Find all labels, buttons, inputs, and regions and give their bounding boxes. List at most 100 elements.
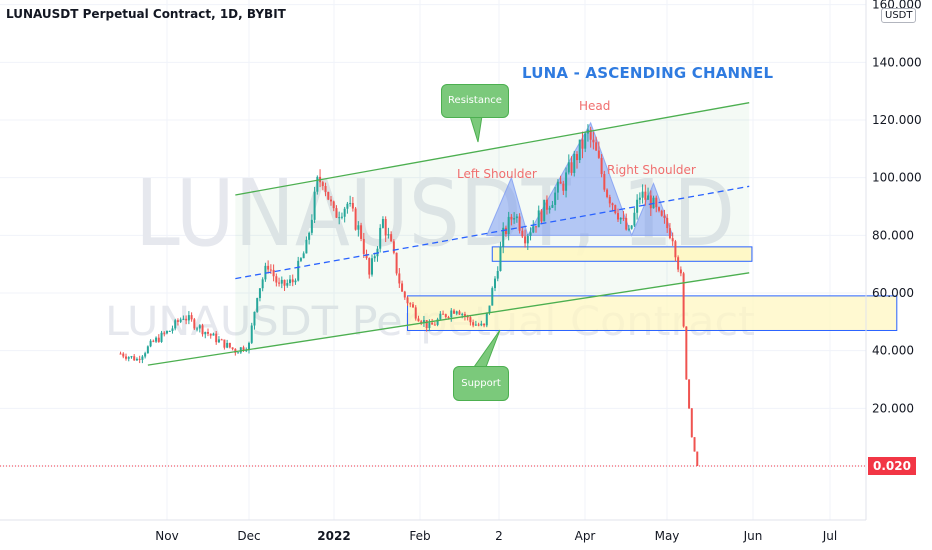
candle-body [545,199,548,210]
time-axis[interactable]: Nov Dec 2022 Feb 2 Apr May Jun Jul [155,529,837,543]
candle-body [267,265,270,270]
head-label: Head [579,99,610,113]
channel-midline[interactable] [235,185,750,280]
support-callout[interactable]: Support [453,366,509,401]
candle-body [526,235,529,244]
price-tick-label: 60.000 [872,286,914,300]
candle-body [502,227,505,247]
candle-body [401,283,404,292]
candle-body [390,234,393,242]
candle-body [551,204,554,208]
candle-body [461,314,464,316]
candle-body [431,322,434,325]
candle-body [310,219,313,233]
candle-body [155,337,158,342]
candle-body [332,201,335,209]
candle-body [182,318,185,320]
candle-body [387,234,390,236]
candle-body [185,318,188,321]
candle-body [289,279,291,284]
candle-body [308,232,311,240]
candle-body [280,279,283,284]
candle-body [343,208,346,217]
candle-body [442,313,445,315]
candle-body [480,323,483,326]
candle-body [321,182,324,187]
candle-body [122,353,125,357]
candle-body [622,217,625,219]
candle-body [362,238,365,254]
candle-body [682,273,685,327]
candle-body [554,192,557,205]
price-tick-label: 120.000 [872,113,922,127]
candle-body [144,353,147,357]
neckline-zone[interactable] [491,246,753,262]
candle-body [666,217,669,229]
candle-body [641,191,644,198]
price-unit-badge[interactable]: USDT [881,8,917,23]
candle-body [619,217,622,220]
candle-body [242,347,245,351]
candle-body [630,225,633,229]
candle-body [567,162,570,173]
time-tick-label: Jun [743,529,763,543]
candle-body [228,342,231,348]
candle-body [297,260,300,281]
candle-body [149,340,152,347]
candle-body [294,280,297,283]
candle-body [690,408,693,438]
candle-body [272,269,275,277]
candle-body [239,347,242,353]
candle-body [633,212,636,226]
price-axis[interactable]: 160.000 140.000 120.000 100.000 80.000 60.000… [872,0,922,415]
time-tick-label: Jul [822,529,837,543]
candle-body [504,227,507,235]
chart-title: LUNAUSDT Perpetual Contract, 1D, BYBIT [6,7,286,21]
candle-body [543,199,546,222]
candle-body [444,314,447,318]
candle-body [406,297,409,304]
candle-body [351,203,354,209]
resistance-callout[interactable]: Resistance [441,84,509,118]
candle-body [496,270,499,279]
candle-body [324,186,327,192]
candles [119,124,699,466]
candle-body [250,325,253,343]
candle-body [215,333,218,343]
candle-body [422,320,425,324]
candle-body [217,339,220,343]
candle-body [269,269,272,271]
candle-body [327,191,330,200]
candle-body [237,352,240,354]
candle-body [190,315,193,320]
candle-body [357,225,360,230]
candle-body [223,339,226,348]
candle-body [403,291,406,298]
candle-body [636,199,639,213]
candle-body [671,238,674,242]
candle-body [171,328,174,331]
time-tick-label: Dec [237,529,260,543]
candle-body [600,157,603,174]
candle-body [146,346,149,354]
candle-body [125,356,127,359]
candle-body [245,350,248,352]
candle-body [340,216,343,218]
candle-body [660,210,663,216]
last-price-tag: 0.020 [868,457,916,475]
chart-drawings-front: Head Left Shoulder Right Shoulder [147,99,750,368]
channel-lower-line[interactable] [147,272,750,366]
candle-body [644,191,647,200]
price-tick-label: 20.000 [872,401,914,415]
candle-body [168,330,171,332]
candle-body [565,172,568,191]
candle-body [193,319,196,329]
candle-body [570,162,573,173]
candle-body [584,133,587,149]
candle-body [559,181,562,184]
candle-body [248,342,250,351]
channel-upper-line[interactable] [235,102,750,196]
time-tick-label: 2022 [317,529,350,543]
candle-body [439,313,442,320]
